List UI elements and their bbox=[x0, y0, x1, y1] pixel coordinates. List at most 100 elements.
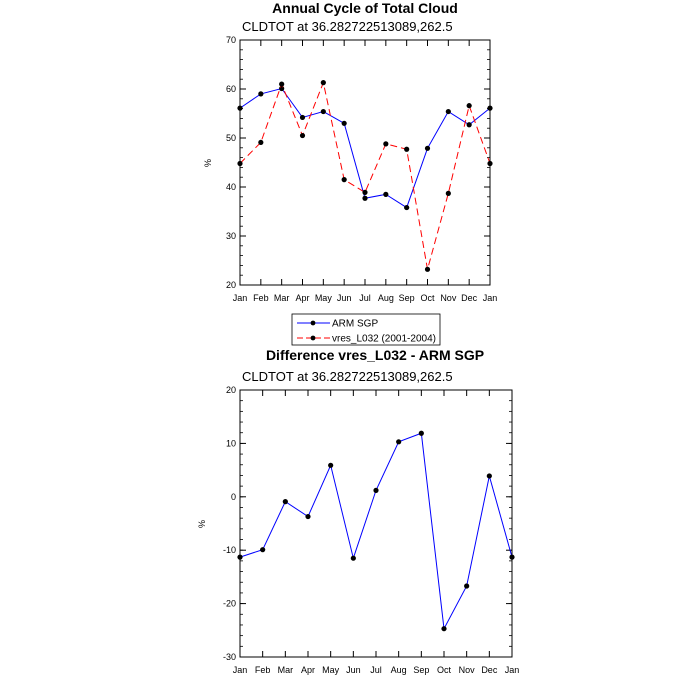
data-point bbox=[258, 91, 264, 97]
legend-label-arm-sgp: ARM SGP bbox=[332, 319, 378, 330]
x-tick-label: Jan bbox=[233, 293, 248, 303]
y-tick-label: 10 bbox=[226, 438, 236, 448]
x-tick-label: Dec bbox=[481, 665, 498, 675]
x-tick-label: Sep bbox=[399, 293, 415, 303]
x-tick-label: Nov bbox=[459, 665, 476, 675]
x-tick-label: Aug bbox=[391, 665, 407, 675]
difference-chart: Difference vres_L032 - ARM SGP CLDTOT at… bbox=[197, 347, 519, 675]
data-point bbox=[279, 81, 285, 87]
data-point bbox=[396, 439, 402, 445]
y-tick-label: -10 bbox=[223, 545, 236, 555]
y-tick-label: 30 bbox=[226, 231, 236, 241]
y-axis-label: % bbox=[203, 159, 213, 167]
data-point bbox=[418, 430, 424, 436]
plot-area bbox=[237, 80, 493, 272]
x-tick-label: Nov bbox=[440, 293, 457, 303]
data-point bbox=[299, 114, 306, 121]
data-point bbox=[404, 146, 410, 152]
y-tick-label: 20 bbox=[226, 385, 236, 395]
chart-title: Difference vres_L032 - ARM SGP bbox=[266, 347, 484, 363]
data-point bbox=[486, 473, 492, 479]
x-tick-label: Jan bbox=[233, 665, 248, 675]
y-tick-label: 70 bbox=[226, 35, 236, 45]
x-tick-label: Apr bbox=[295, 293, 309, 303]
data-point bbox=[320, 108, 326, 115]
data-point bbox=[341, 120, 347, 126]
x-tick-label: Sep bbox=[413, 665, 429, 675]
data-point bbox=[373, 487, 379, 493]
data-point bbox=[464, 583, 470, 589]
plot-frame: -30 -20 -10 0 10 20 Jan Feb Mar Apr May Jun Jul Aug Se… bbox=[223, 385, 519, 675]
data-point bbox=[237, 160, 243, 167]
data-point bbox=[350, 555, 356, 561]
y-tick-label: -30 bbox=[223, 652, 236, 662]
data-point bbox=[487, 105, 493, 111]
x-tick-label: Jan bbox=[505, 665, 520, 675]
plot-area bbox=[237, 430, 515, 632]
legend-label-vres: vres_L032 (2001-2004) bbox=[332, 334, 436, 345]
x-tick-label: Feb bbox=[253, 293, 269, 303]
chart-title: Annual Cycle of Total Cloud bbox=[272, 0, 458, 16]
data-point bbox=[362, 195, 368, 201]
data-point bbox=[509, 554, 515, 560]
x-tick-label: Mar bbox=[274, 293, 290, 303]
series-line-0 bbox=[239, 432, 513, 631]
x-tick-label: May bbox=[315, 293, 333, 303]
y-tick-label: 20 bbox=[226, 280, 236, 290]
data-point bbox=[466, 103, 472, 109]
legend-marker-arm-sgp bbox=[310, 320, 316, 326]
y-axis-label: % bbox=[197, 520, 207, 528]
x-tick-label: Feb bbox=[255, 665, 271, 675]
plot-border bbox=[239, 39, 491, 286]
x-tick-label: Jul bbox=[359, 293, 371, 303]
data-point bbox=[299, 132, 306, 139]
data-point bbox=[441, 626, 447, 632]
x-tick-label: Dec bbox=[461, 293, 478, 303]
y-tick-label: 50 bbox=[226, 133, 236, 143]
x-tick-label: Apr bbox=[301, 665, 315, 675]
data-point bbox=[341, 177, 347, 183]
y-tick-label: -20 bbox=[223, 599, 236, 609]
plot-frame: 20 30 40 50 60 70 Jan Feb Mar Apr May Jun Jul Aug Sep O… bbox=[226, 35, 497, 303]
data-point bbox=[260, 547, 266, 553]
y-tick-label: 0 bbox=[231, 492, 236, 502]
data-point bbox=[320, 80, 326, 86]
x-tick-label: Jul bbox=[370, 665, 382, 675]
data-point bbox=[445, 108, 451, 115]
data-point bbox=[383, 191, 389, 197]
data-point bbox=[424, 266, 431, 272]
x-tick-label: Jan bbox=[483, 293, 498, 303]
legend-box bbox=[291, 313, 441, 346]
chart-subtitle: CLDTOT at 36.282722513089,262.5 bbox=[242, 19, 453, 34]
data-point bbox=[305, 513, 311, 520]
data-point bbox=[487, 160, 493, 167]
x-tick-label: May bbox=[322, 665, 340, 675]
data-point bbox=[282, 499, 288, 505]
data-point bbox=[383, 141, 389, 147]
chart-subtitle: CLDTOT at 36.282722513089,262.5 bbox=[242, 369, 453, 384]
legend: ARM SGP vres_L032 (2001-2004) bbox=[291, 313, 441, 346]
data-point bbox=[237, 105, 243, 111]
data-point bbox=[328, 462, 334, 468]
series-line-0 bbox=[239, 87, 491, 209]
x-tick-label: Jun bbox=[337, 293, 352, 303]
x-tick-label: Oct bbox=[437, 665, 452, 675]
x-tick-label: Mar bbox=[278, 665, 294, 675]
y-tick-label: 40 bbox=[226, 182, 236, 192]
annual-cycle-chart: Annual Cycle of Total Cloud CLDTOT at 36… bbox=[203, 0, 497, 303]
y-tick-label: 60 bbox=[226, 84, 236, 94]
data-point bbox=[466, 122, 472, 128]
x-tick-label: Aug bbox=[378, 293, 394, 303]
legend-marker-vres bbox=[310, 335, 316, 341]
data-point bbox=[424, 145, 431, 151]
x-tick-label: Jun bbox=[346, 665, 361, 675]
x-tick-label: Oct bbox=[420, 293, 435, 303]
data-point bbox=[237, 554, 243, 560]
series-line-1 bbox=[239, 80, 491, 270]
data-point bbox=[445, 190, 451, 196]
plot-border bbox=[239, 389, 513, 658]
data-point bbox=[404, 204, 410, 211]
data-point bbox=[258, 139, 264, 146]
data-point bbox=[362, 189, 368, 195]
